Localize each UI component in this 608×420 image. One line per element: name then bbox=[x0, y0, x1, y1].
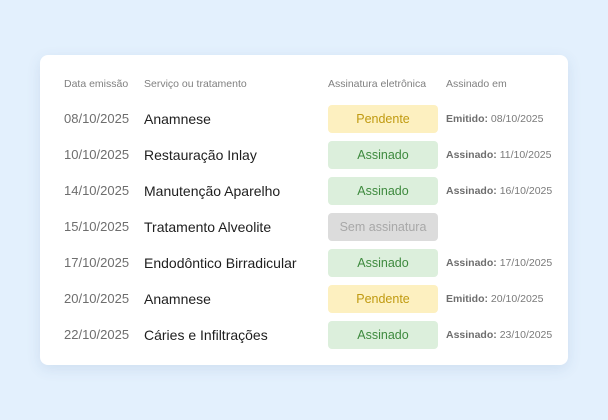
service-name: Anamnese bbox=[144, 111, 211, 127]
signed-at-date: 11/10/2025 bbox=[499, 149, 552, 161]
header-service: Serviço ou tratamento bbox=[144, 78, 247, 90]
service-name: Anamnese bbox=[144, 291, 211, 307]
header-signature: Assinatura eletrônica bbox=[328, 78, 427, 90]
signed-at: Assinado: 16/10/2025 bbox=[446, 173, 552, 209]
issue-date: 10/10/2025 bbox=[64, 147, 130, 162]
signed-at: Assinado: 11/10/2025 bbox=[446, 137, 551, 173]
issue-date: 14/10/2025 bbox=[64, 183, 130, 198]
signature-status-badge: Sem assinatura bbox=[328, 213, 438, 241]
signature-status-badge: Assinado bbox=[328, 321, 438, 349]
signed-at-label: Assinado: bbox=[446, 185, 497, 197]
signed-at-label: Assinado: bbox=[446, 257, 497, 269]
signed-at-date: 16/10/2025 bbox=[499, 185, 553, 197]
signed-at-label: Emitido: bbox=[446, 293, 488, 305]
service-name: Manutenção Aparelho bbox=[144, 183, 281, 199]
signed-at: Emitido: 08/10/2025 bbox=[446, 101, 543, 137]
header-date: Data emissão bbox=[64, 78, 129, 90]
issue-date: 22/10/2025 bbox=[64, 327, 130, 342]
table-header: Data emissão Serviço ou tratamento Assin… bbox=[40, 66, 568, 102]
signature-status-badge: Assinado bbox=[328, 177, 438, 205]
signed-at-date: 23/10/2025 bbox=[499, 329, 553, 341]
table-row[interactable]: 20/10/2025 Anamnese Pendente Emitido: 20/10… bbox=[40, 281, 568, 317]
table-row[interactable]: 14/10/2025 Manutenção Aparelho Assinado Ass… bbox=[40, 173, 568, 209]
service-name: Endodôntico Birradicular bbox=[144, 255, 297, 271]
table-row[interactable]: 08/10/2025 Anamnese Pendente Emitido: 08/10… bbox=[40, 101, 568, 137]
signature-status-badge: Pendente bbox=[328, 285, 438, 313]
signed-at: Assinado: 17/10/2025 bbox=[446, 245, 552, 281]
table-row[interactable]: 10/10/2025 Restauração Inlay Assinado Assin… bbox=[40, 137, 568, 173]
signed-at-date: 17/10/2025 bbox=[499, 257, 553, 269]
signature-status-badge: Assinado bbox=[328, 141, 438, 169]
documents-table-card: Data emissão Serviço ou tratamento Assin… bbox=[40, 55, 568, 365]
signed-at-date: 08/10/2025 bbox=[490, 113, 544, 125]
issue-date: 08/10/2025 bbox=[64, 111, 130, 126]
service-name: Tratamento Alveolite bbox=[144, 219, 272, 235]
signature-status-badge: Assinado bbox=[328, 249, 438, 277]
issue-date: 20/10/2025 bbox=[64, 291, 130, 306]
issue-date: 17/10/2025 bbox=[64, 255, 130, 270]
signed-at-label: Assinado: bbox=[446, 149, 497, 161]
table-row[interactable]: 22/10/2025 Cáries e Infiltrações Assinado A… bbox=[40, 317, 568, 353]
signed-at: Assinado: 23/10/2025 bbox=[446, 317, 552, 353]
signed-at-date: 20/10/2025 bbox=[490, 293, 544, 305]
service-name: Restauração Inlay bbox=[144, 147, 257, 163]
signed-at-label: Assinado: bbox=[446, 329, 497, 341]
table-row[interactable]: 15/10/2025 Tratamento Alveolite Sem assina… bbox=[40, 209, 568, 245]
signed-at: Emitido: 20/10/2025 bbox=[446, 281, 543, 317]
issue-date: 15/10/2025 bbox=[64, 219, 130, 234]
header-signed-at: Assinado em bbox=[446, 78, 507, 90]
signature-status-badge: Pendente bbox=[328, 105, 438, 133]
table-row[interactable]: 17/10/2025 Endodôntico Birradicular Assina… bbox=[40, 245, 568, 281]
service-name: Cáries e Infiltrações bbox=[144, 327, 268, 343]
signed-at-label: Emitido: bbox=[446, 113, 488, 125]
